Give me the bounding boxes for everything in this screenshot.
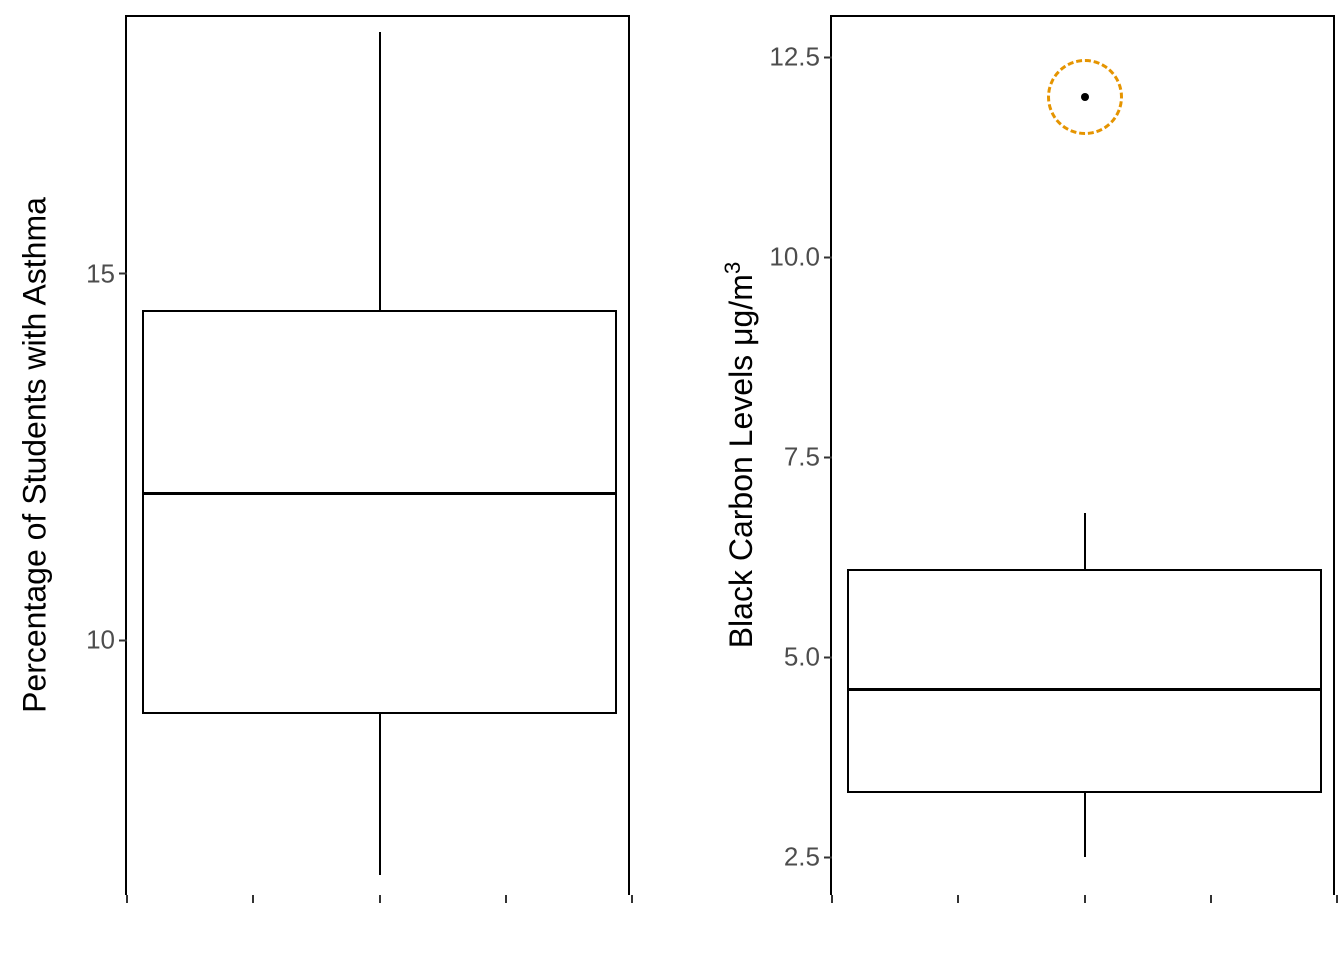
asthma-chart-x-tick (505, 895, 507, 903)
carbon-chart-y-tick: 7.5 (784, 442, 832, 473)
carbon-chart-y-tick: 10.0 (769, 242, 832, 273)
carbon-chart-box (847, 569, 1322, 793)
carbon-chart-x-tick (831, 895, 833, 903)
asthma-chart-x-tick (126, 895, 128, 903)
carbon-chart-x-tick (1084, 895, 1086, 903)
carbon-chart-y-tick-label: 7.5 (784, 442, 820, 473)
carbon-chart-y-tick: 12.5 (769, 42, 832, 73)
carbon-chart-outlier (1081, 93, 1089, 101)
asthma-chart-plot-area: 1015 (125, 15, 630, 895)
carbon-chart-y-tick: 5.0 (784, 642, 832, 673)
asthma-chart-y-tick: 15 (86, 258, 127, 289)
carbon-chart-y-axis-title: Black Carbon Levels μg/m3 (720, 262, 760, 649)
asthma-chart-y-tick: 10 (86, 625, 127, 656)
carbon-chart-whisker-lower (1084, 793, 1086, 857)
carbon-chart-median (847, 688, 1322, 691)
carbon-chart-x-tick (1210, 895, 1212, 903)
asthma-chart-y-tick-label: 15 (86, 258, 115, 289)
asthma-chart-box (142, 310, 617, 713)
carbon-chart-x-tick (1336, 895, 1338, 903)
asthma-chart-x-tick (379, 895, 381, 903)
carbon-chart-y-tick-label: 10.0 (769, 242, 820, 273)
carbon-chart-plot-area: 2.55.07.510.012.5 (830, 15, 1335, 895)
asthma-chart-x-tick (252, 895, 254, 903)
asthma-chart-median (142, 492, 617, 495)
carbon-chart-whisker-upper (1084, 513, 1086, 569)
carbon-chart-y-tick-label: 2.5 (784, 842, 820, 873)
carbon-chart-y-tick-label: 5.0 (784, 642, 820, 673)
carbon-chart-x-tick (957, 895, 959, 903)
carbon-chart-y-tick: 2.5 (784, 842, 832, 873)
asthma-chart-whisker-upper (379, 32, 381, 311)
asthma-chart-whisker-lower (379, 714, 381, 875)
carbon-chart-y-tick-label: 12.5 (769, 42, 820, 73)
asthma-chart-y-axis-title: Percentage of Students with Asthma (17, 197, 54, 713)
asthma-chart-y-tick-label: 10 (86, 625, 115, 656)
asthma-chart-x-tick (631, 895, 633, 903)
chart-canvas: 1015Percentage of Students with Asthma2.… (0, 0, 1344, 960)
